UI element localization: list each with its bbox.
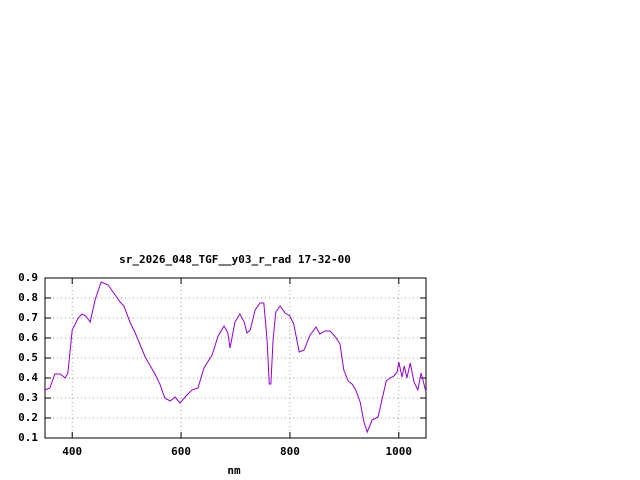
plot-border	[44, 277, 427, 439]
x-tick-label: 600	[171, 445, 191, 458]
y-tick-label: 0.9	[18, 271, 38, 284]
x-tick-label: 1000	[386, 445, 413, 458]
x-tick-label: 800	[280, 445, 300, 458]
y-tick-label: 0.3	[18, 391, 38, 404]
y-tick-label: 0.2	[18, 411, 38, 424]
y-tick-label: 0.8	[18, 291, 38, 304]
y-tick-label: 0.5	[18, 351, 38, 364]
y-tick-label: 0.7	[18, 311, 38, 324]
x-tick-label: 400	[62, 445, 82, 458]
y-tick-label: 0.4	[18, 371, 38, 384]
x-axis-label: nm	[227, 464, 241, 477]
y-tick-label: 0.6	[18, 331, 38, 344]
y-tick-label: 0.1	[18, 431, 38, 444]
chart-title: sr_2026_048_TGF__y03_r_rad 17-32-00	[119, 253, 351, 266]
data-line	[44, 281, 427, 434]
